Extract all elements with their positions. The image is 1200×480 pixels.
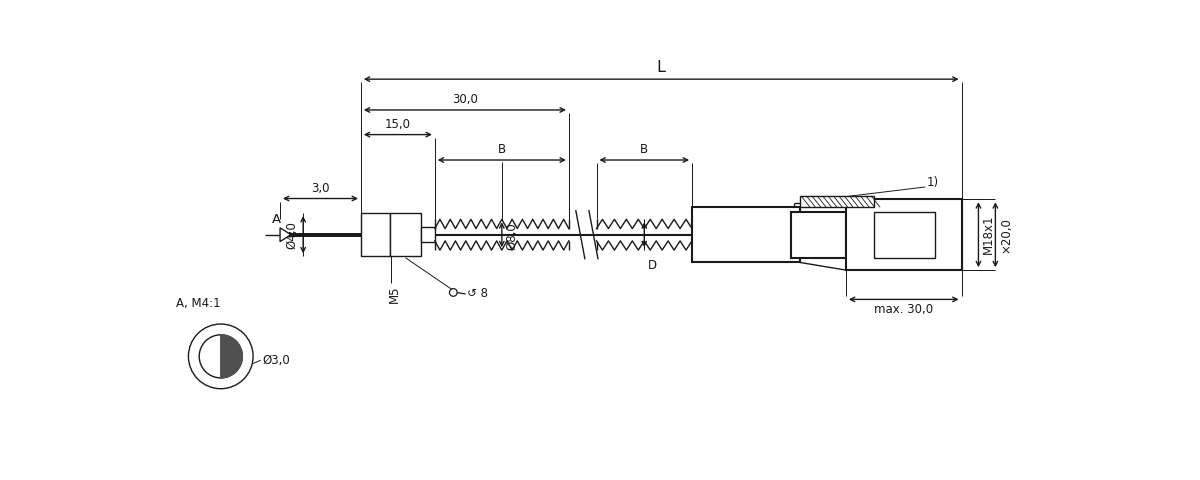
Bar [421, 227, 434, 242]
Bar [361, 213, 390, 256]
Polygon shape [221, 335, 242, 378]
Text: 3,0: 3,0 [311, 181, 330, 195]
Bar [390, 213, 421, 256]
Text: A: A [271, 213, 281, 226]
Bar [692, 207, 799, 263]
Text: 15,0: 15,0 [385, 118, 410, 131]
Bar [799, 196, 874, 207]
Bar [874, 212, 935, 258]
Text: D: D [648, 259, 658, 272]
Text: ×20,0: ×20,0 [1000, 217, 1013, 252]
Text: Ø8,0: Ø8,0 [505, 222, 518, 250]
Text: Ø3,0: Ø3,0 [263, 354, 290, 367]
Text: A, M4:1: A, M4:1 [176, 297, 221, 310]
Circle shape [188, 324, 253, 389]
Text: M5: M5 [389, 286, 401, 303]
Text: B: B [498, 143, 506, 156]
Bar [791, 212, 846, 258]
Text: ↺ 8: ↺ 8 [467, 288, 488, 300]
Bar [846, 199, 961, 270]
Text: 30,0: 30,0 [452, 93, 478, 106]
Text: M18x1: M18x1 [983, 215, 995, 254]
Polygon shape [280, 228, 290, 241]
Text: 1): 1) [926, 176, 938, 189]
Text: Ø4,0: Ø4,0 [286, 221, 299, 249]
Circle shape [199, 335, 242, 378]
Text: L: L [656, 60, 666, 75]
Text: max. 30,0: max. 30,0 [874, 303, 934, 316]
Text: B: B [640, 143, 648, 156]
Circle shape [450, 288, 457, 296]
